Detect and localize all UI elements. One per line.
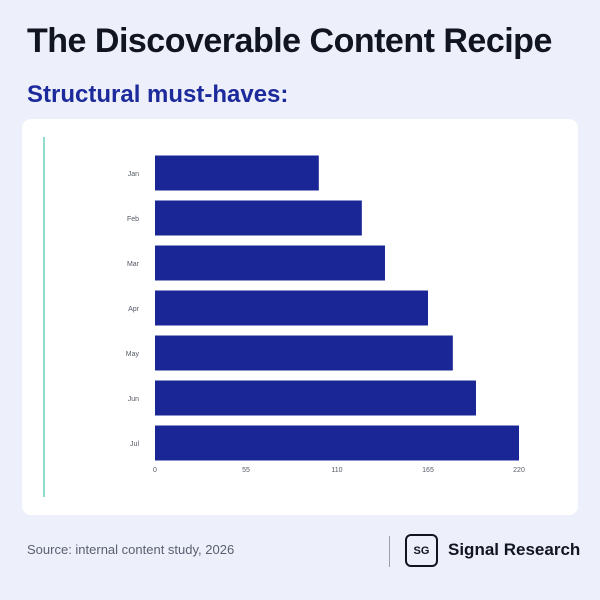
bar-may (155, 335, 453, 371)
chart-card: Jan Feb Mar Apr May Jun Jul 0 55 110 165 220 (22, 119, 578, 515)
x-tick-label: 165 (422, 467, 434, 474)
bar-jan (155, 155, 319, 191)
x-tick-label: 0 (153, 467, 157, 474)
x-tick-label: 220 (513, 467, 525, 474)
bar-apr (155, 290, 428, 326)
y-tick-label: Jul (130, 441, 139, 448)
y-tick-label: Mar (127, 261, 140, 268)
bar-mar (155, 245, 385, 281)
bar-chart: Jan Feb Mar Apr May Jun Jul 0 55 110 165 220 (126, 155, 525, 474)
y-tick-label: Feb (127, 216, 139, 223)
bar-feb (155, 200, 362, 236)
page-title: The Discoverable Content Recipe (27, 22, 552, 60)
bar-jul (155, 425, 519, 461)
x-tick-label: 55 (242, 467, 250, 474)
page-subtitle: Structural must-haves: (27, 81, 289, 108)
brand-logo: SG (405, 534, 438, 567)
y-tick-label: Apr (128, 306, 140, 313)
y-tick-label: Jun (128, 396, 139, 403)
bar-jun (155, 380, 476, 416)
footer-divider (389, 536, 390, 567)
y-tick-label: Jan (128, 171, 139, 178)
y-tick-label: May (126, 351, 140, 358)
source-note: Source: internal content study, 2026 (27, 542, 235, 557)
brand-name: Signal Research (448, 540, 581, 559)
accent-bar (43, 137, 45, 497)
x-tick-label: 110 (331, 467, 342, 474)
